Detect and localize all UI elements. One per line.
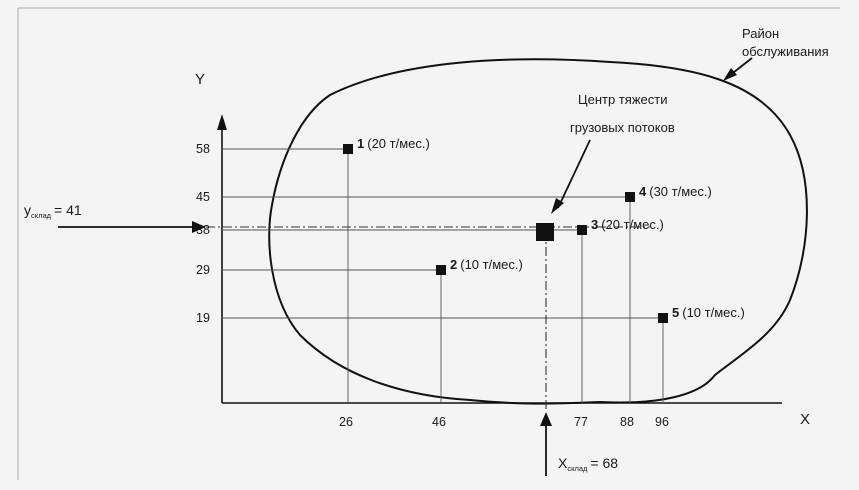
service-region-outline <box>268 58 808 405</box>
point-3-load: (20 т/мес.) <box>601 217 664 232</box>
centroid-arrow <box>551 139 591 214</box>
point-5-marker <box>658 313 668 323</box>
y-tick-45: 45 <box>196 190 210 204</box>
region-label-line1: Район <box>742 26 779 41</box>
x-tick-46: 46 <box>432 415 446 429</box>
svg-text:Хсклад= 68: Хсклад = 68 <box>558 455 618 473</box>
point-3-marker <box>577 225 587 235</box>
region-arrow <box>723 57 753 81</box>
x-sklad-annotation: Хсклад = 68 <box>540 412 618 476</box>
point-5-number: 5 <box>672 305 679 320</box>
supply-points: 1 (20 т/мес.)2 (10 т/мес.)3 (20 т/мес.)4 (30… <box>343 136 745 323</box>
y-sklad-sub: склад <box>31 211 52 220</box>
y-tick-19: 19 <box>196 311 210 325</box>
point-2-marker <box>436 265 446 275</box>
point-4-number: 4 <box>639 184 647 199</box>
x-tick-77: 77 <box>574 415 588 429</box>
point-4-label: 4 (30 т/мес.) <box>639 184 712 199</box>
point-2-load: (10 т/мес.) <box>460 257 523 272</box>
point-4-load: (30 т/мес.) <box>649 184 712 199</box>
point-4-marker <box>625 192 635 202</box>
point-1-marker <box>343 144 353 154</box>
x-tick-26: 26 <box>339 415 353 429</box>
x-tick-labels: 26 46 77 88 96 <box>339 415 669 429</box>
y-sklad-main: у <box>24 202 31 218</box>
y-sklad-value: = 41 <box>54 202 82 218</box>
point-2-number: 2 <box>450 257 457 272</box>
x-sklad-sub: склад <box>567 464 588 473</box>
centroid-label-line2: грузовых потоков <box>570 120 675 135</box>
point-1-label: 1 (20 т/мес.) <box>357 136 430 151</box>
point-1-number: 1 <box>357 136 364 151</box>
point-2-label: 2 (10 т/мес.) <box>450 257 523 272</box>
x-tick-96: 96 <box>655 415 669 429</box>
x-sklad-main: Х <box>558 455 568 471</box>
region-label-line2: обслуживания <box>742 44 829 59</box>
point-5-load: (10 т/мес.) <box>682 305 745 320</box>
svg-text:усклад= 41: усклад = 41 <box>24 202 82 220</box>
axis-y-label: Y <box>195 71 205 88</box>
y-axis <box>217 114 227 403</box>
point-3-number: 3 <box>591 217 598 232</box>
point-3-label: 3 (20 т/мес.) <box>591 217 664 232</box>
x-tick-88: 88 <box>620 415 634 429</box>
guide-lines <box>206 148 664 409</box>
centroid-marker <box>536 223 554 241</box>
point-1-load: (20 т/мес.) <box>367 136 430 151</box>
point-5-label: 5 (10 т/мес.) <box>672 305 745 320</box>
y-tick-58: 58 <box>196 142 210 156</box>
centroid-label-line1: Центр тяжести <box>578 92 667 107</box>
axis-x-label: X <box>800 411 810 428</box>
y-sklad-annotation: усклад = 41 <box>24 202 206 233</box>
x-sklad-value: = 68 <box>590 455 618 471</box>
y-tick-29: 29 <box>196 263 210 277</box>
